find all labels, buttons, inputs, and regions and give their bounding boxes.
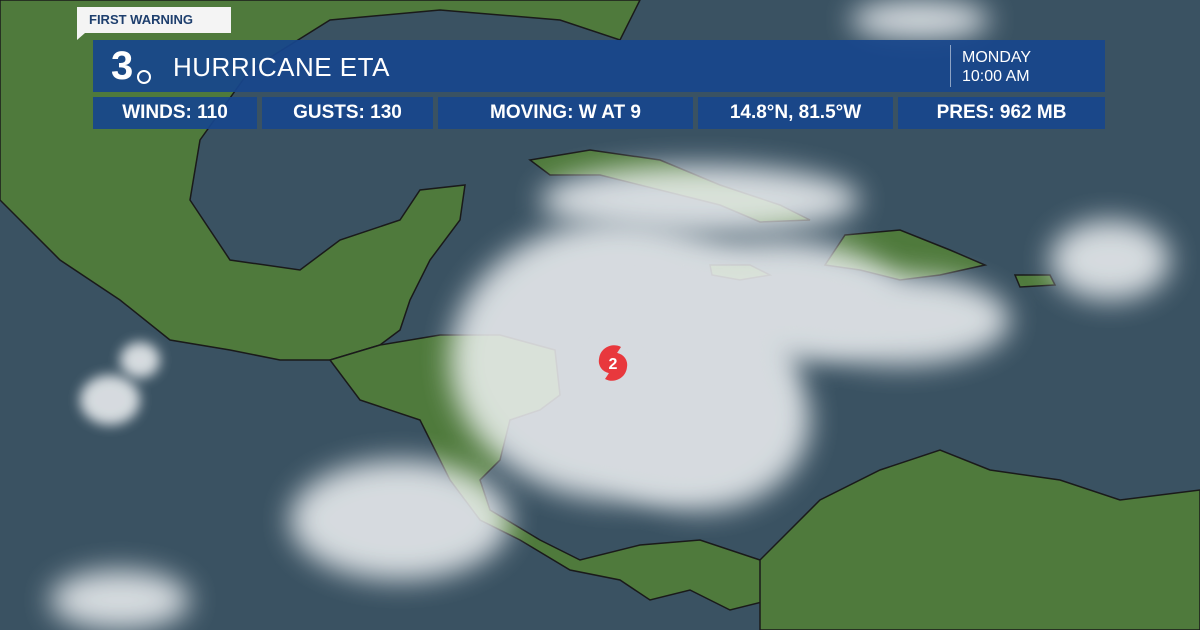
storm-category: 2 bbox=[609, 356, 618, 373]
station-logo: 3 bbox=[111, 44, 133, 88]
storm-marker: 2 bbox=[598, 345, 628, 381]
stat-winds: WINDS: 110 bbox=[93, 97, 257, 129]
stat-gusts: GUSTS: 130 bbox=[262, 97, 433, 129]
stat-location: 14.8°N, 81.5°W bbox=[698, 97, 893, 129]
first-warning-tag: FIRST WARNING bbox=[77, 7, 231, 40]
storm-title: HURRICANE ETA bbox=[173, 52, 390, 82]
puerto-rico bbox=[1013, 274, 1057, 288]
stat-moving: MOVING: W AT 9 bbox=[438, 97, 693, 129]
divider bbox=[950, 45, 951, 87]
stat-pressure: PRES: 962 MB bbox=[898, 97, 1105, 129]
south-america bbox=[759, 449, 1200, 630]
day-label: MONDAY bbox=[962, 49, 1032, 66]
title-bar: 3 HURRICANE ETA MONDAY 10:00 AM bbox=[93, 40, 1105, 92]
time-label: 10:00 AM bbox=[962, 68, 1030, 85]
cbs-eye-icon bbox=[137, 70, 151, 84]
timestamp: MONDAY 10:00 AM bbox=[962, 48, 1031, 86]
